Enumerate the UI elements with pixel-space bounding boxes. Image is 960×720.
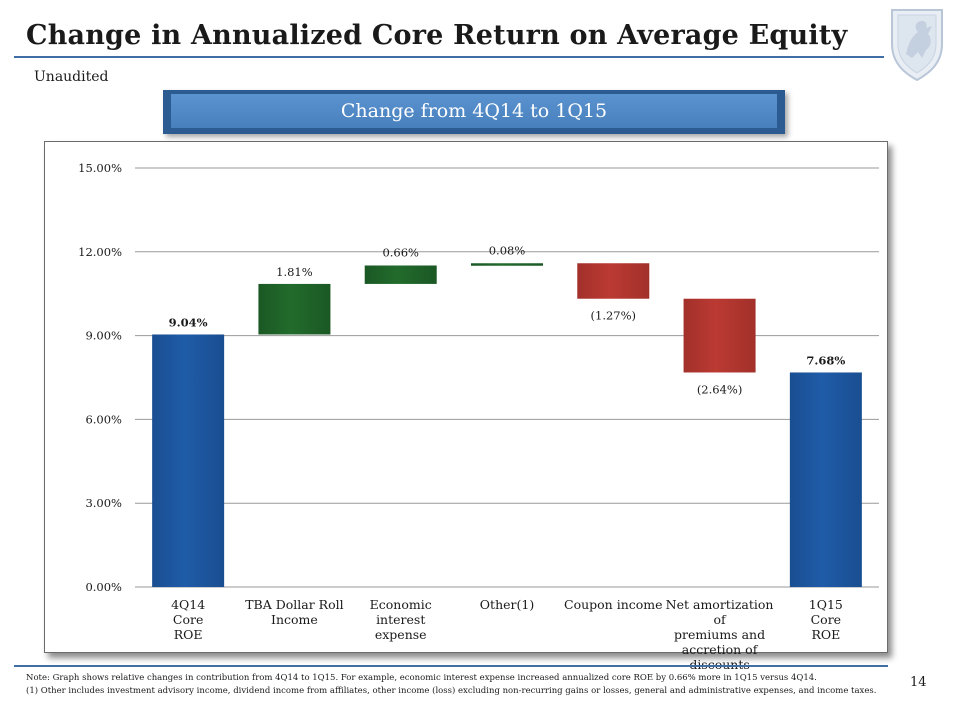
decrease-bar bbox=[683, 298, 756, 373]
value-label: 0.66% bbox=[382, 245, 419, 259]
decrease-bar bbox=[577, 263, 650, 299]
chart-note: Note: Graph shows relative changes in co… bbox=[26, 673, 817, 683]
x-category-label: Coupon income bbox=[564, 597, 663, 612]
increase-bar bbox=[364, 265, 437, 284]
y-tick-label: 6.00% bbox=[85, 412, 122, 426]
y-tick-label: 3.00% bbox=[85, 496, 122, 510]
footer-divider bbox=[14, 665, 888, 667]
increase-bar bbox=[258, 283, 331, 335]
x-category-label: TBA Dollar Roll Income bbox=[245, 597, 344, 627]
chart-banner: Change from 4Q14 to 1Q15 bbox=[163, 90, 785, 134]
y-tick-label: 15.00% bbox=[78, 161, 122, 175]
total-bar bbox=[152, 334, 225, 587]
x-category-label: Economic interest expense bbox=[369, 597, 432, 642]
chart-frame: 0.00% 3.00% 6.00% 9.00% 12.00% 15.00% 9.04% 1.8… bbox=[44, 141, 888, 672]
y-tick-label: 12.00% bbox=[78, 245, 122, 259]
value-label: (1.27%) bbox=[591, 309, 637, 323]
griffin-shield-icon bbox=[891, 9, 943, 82]
page-title: Change in Annualized Core Return on Aver… bbox=[26, 20, 848, 51]
value-label: 1.81% bbox=[276, 265, 313, 279]
title-divider bbox=[14, 56, 884, 58]
value-label: (2.64%) bbox=[697, 382, 743, 396]
y-tick-label: 0.00% bbox=[85, 580, 122, 594]
chart-banner-label: Change from 4Q14 to 1Q15 bbox=[171, 94, 777, 128]
total-bar bbox=[789, 372, 862, 587]
x-category-label: Net amortization of premiums and accretion… bbox=[665, 597, 774, 672]
x-category-label: 4Q14 Core ROE bbox=[171, 597, 206, 642]
unaudited-label: Unaudited bbox=[34, 69, 109, 85]
value-label: 7.68% bbox=[806, 353, 845, 367]
waterfall-chart: 0.00% 3.00% 6.00% 9.00% 12.00% 15.00% 9.04% 1.8… bbox=[78, 161, 879, 594]
value-label: 0.08% bbox=[489, 243, 526, 257]
page-number: 14 bbox=[910, 675, 927, 690]
x-category-label: 1Q15 Core ROE bbox=[808, 597, 843, 642]
increase-bar bbox=[471, 263, 543, 266]
value-label: 9.04% bbox=[169, 315, 208, 329]
y-tick-label: 9.00% bbox=[85, 329, 122, 343]
footnote-1: (1) Other includes investment advisory i… bbox=[26, 686, 877, 696]
x-category-label: Other(1) bbox=[479, 597, 535, 612]
